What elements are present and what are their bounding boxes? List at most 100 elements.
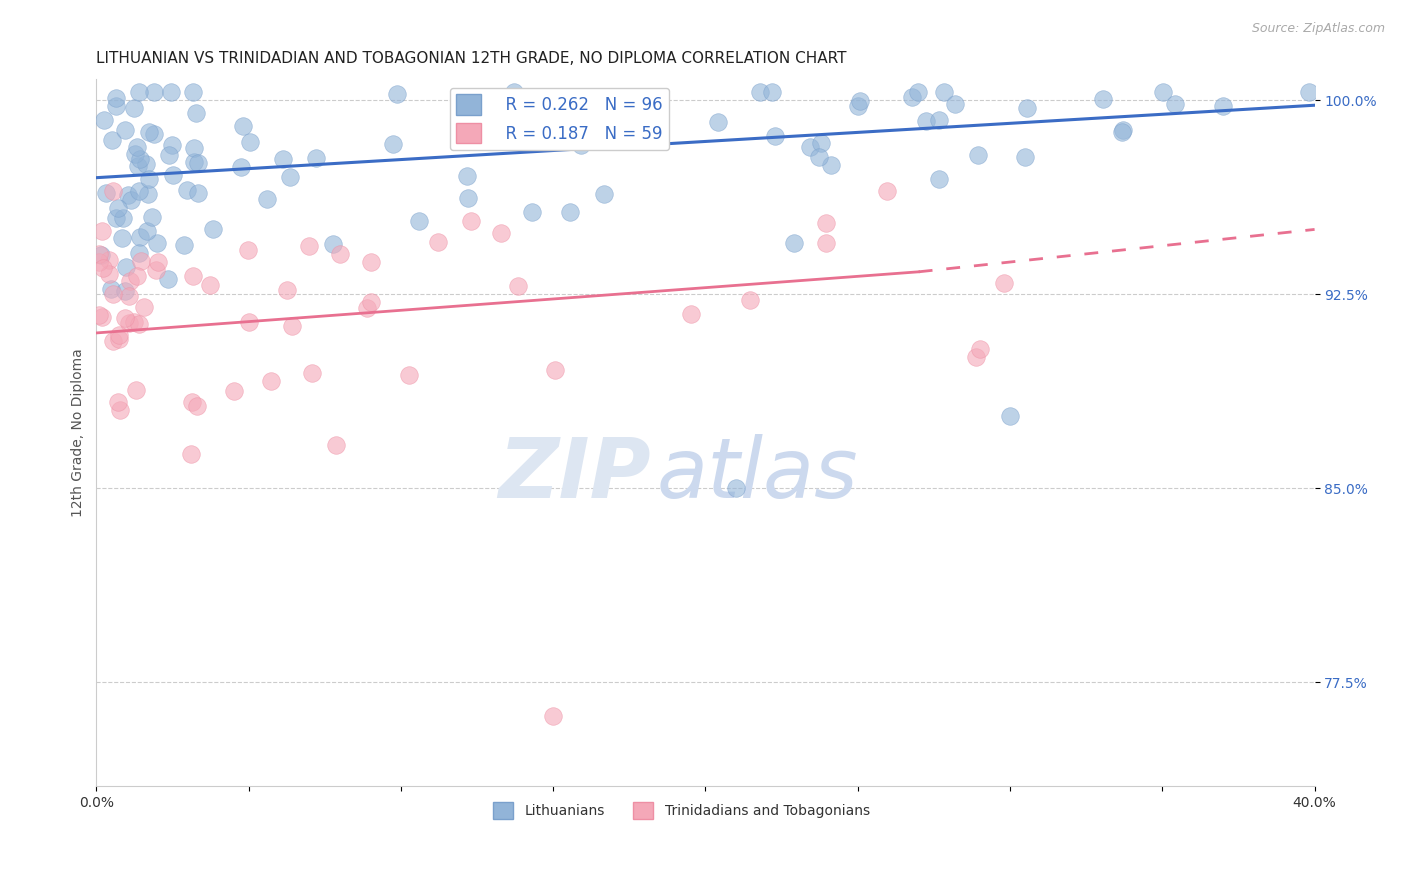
Point <box>118 289 141 303</box>
Point <box>474 110 496 124</box>
Point <box>91 223 114 237</box>
Point <box>146 236 169 251</box>
Point <box>125 384 148 398</box>
Point <box>238 315 260 329</box>
Point <box>965 351 987 365</box>
Point <box>145 263 167 277</box>
Point <box>129 229 152 244</box>
Point <box>108 332 131 346</box>
Point <box>807 150 830 164</box>
Point <box>520 204 543 219</box>
Point <box>281 318 304 333</box>
Point <box>107 202 129 216</box>
Point <box>229 160 252 174</box>
Text: atlas: atlas <box>657 434 859 516</box>
Point <box>104 211 127 226</box>
Point <box>943 96 966 111</box>
Point <box>176 183 198 197</box>
Point <box>238 135 260 149</box>
Point <box>408 214 430 228</box>
Point <box>519 128 541 142</box>
Point <box>127 159 149 173</box>
Point <box>120 193 142 207</box>
Point <box>198 278 221 293</box>
Point <box>115 260 138 275</box>
Point <box>382 136 405 151</box>
Point <box>100 282 122 296</box>
Point <box>105 91 128 105</box>
Text: ZIP: ZIP <box>498 434 651 516</box>
Point <box>932 85 955 99</box>
Point <box>571 137 593 152</box>
Point <box>810 136 832 150</box>
Point <box>124 315 146 329</box>
Point <box>138 125 160 139</box>
Point <box>236 243 259 257</box>
Point <box>900 90 922 104</box>
Point <box>276 283 298 297</box>
Point <box>103 184 125 198</box>
Point <box>749 85 772 99</box>
Point <box>132 300 155 314</box>
Point <box>89 255 111 269</box>
Point <box>157 148 180 162</box>
Point <box>820 158 842 172</box>
Point <box>173 237 195 252</box>
Point <box>100 133 122 147</box>
Point <box>593 187 616 202</box>
Point <box>108 403 131 417</box>
Point <box>183 154 205 169</box>
Point <box>101 286 124 301</box>
Point <box>763 129 786 144</box>
Point <box>135 224 157 238</box>
Point <box>135 157 157 171</box>
Point <box>457 191 479 205</box>
Point <box>815 235 838 250</box>
Point <box>162 168 184 182</box>
Point <box>928 171 950 186</box>
Point <box>256 192 278 206</box>
Point <box>118 316 141 330</box>
Point <box>1092 92 1115 106</box>
Point <box>1164 97 1187 112</box>
Point <box>783 235 806 250</box>
Point <box>993 276 1015 290</box>
Point <box>114 285 136 299</box>
Point <box>128 85 150 99</box>
Point <box>94 186 117 200</box>
Point <box>1111 123 1133 137</box>
Point <box>128 153 150 167</box>
Legend: Lithuanians, Trinidadians and Tobagonians: Lithuanians, Trinidadians and Tobagonian… <box>486 797 876 825</box>
Point <box>560 204 582 219</box>
Point <box>187 156 209 170</box>
Point <box>740 293 762 307</box>
Y-axis label: 12th Grade, No Diploma: 12th Grade, No Diploma <box>72 348 86 517</box>
Point <box>187 186 209 201</box>
Point <box>159 85 181 99</box>
Point <box>141 211 163 225</box>
Point <box>127 140 149 154</box>
Point <box>138 171 160 186</box>
Text: LITHUANIAN VS TRINIDADIAN AND TOBAGONIAN 12TH GRADE, NO DIPLOMA CORRELATION CHAR: LITHUANIAN VS TRINIDADIAN AND TOBAGONIAN… <box>97 51 846 66</box>
Point <box>91 310 114 324</box>
Point <box>301 366 323 380</box>
Point <box>181 268 204 283</box>
Point <box>184 106 207 120</box>
Point <box>143 85 166 99</box>
Point <box>969 342 991 356</box>
Point <box>124 146 146 161</box>
Point <box>305 151 328 165</box>
Point <box>90 248 112 262</box>
Point <box>122 101 145 115</box>
Point <box>915 114 938 128</box>
Point <box>1152 85 1174 99</box>
Point <box>186 399 208 413</box>
Point <box>101 334 124 348</box>
Point <box>232 119 254 133</box>
Point <box>1212 99 1234 113</box>
Point <box>799 140 821 154</box>
Point <box>125 268 148 283</box>
Point <box>1298 85 1320 99</box>
Point <box>120 274 142 288</box>
Point <box>89 247 111 261</box>
